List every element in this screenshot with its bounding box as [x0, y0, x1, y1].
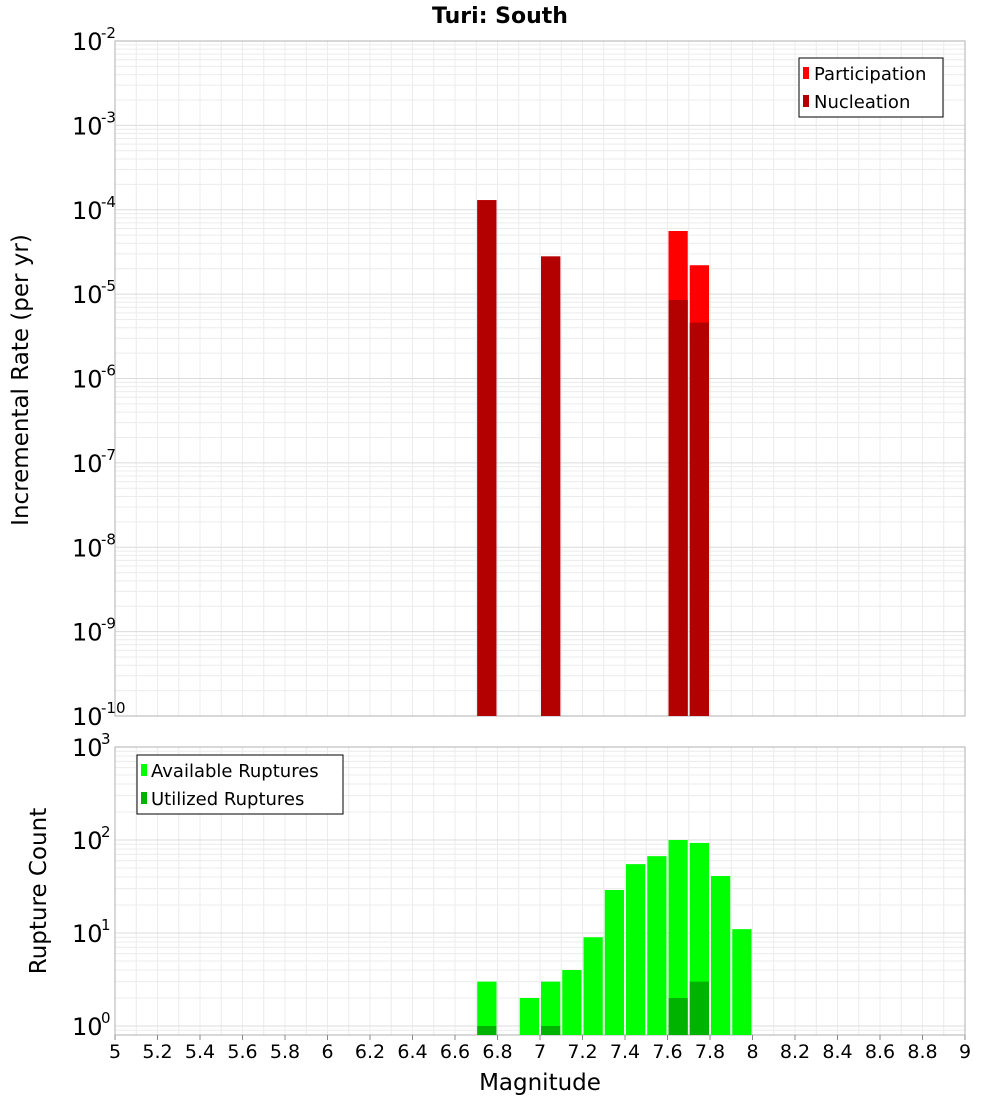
x-tick-label: 7.8	[695, 1041, 725, 1063]
available-ruptures-bar	[604, 889, 624, 1035]
top-y-tick-exponent: -10	[101, 699, 126, 717]
top-y-ticks: 10-210-310-410-510-610-710-810-910-10	[72, 24, 126, 731]
x-tick-label: 8	[746, 1041, 758, 1063]
chart-title: Turi: South	[432, 4, 568, 29]
utilized-ruptures-bar	[668, 997, 688, 1035]
available-ruptures-bar	[732, 929, 752, 1035]
top-y-tick-label: 10	[72, 112, 103, 140]
x-tick-label: 7	[534, 1041, 546, 1063]
utilized-ruptures-bar	[541, 1025, 561, 1035]
top-y-tick-label: 10	[72, 619, 103, 647]
nucleation-legend-label: Nucleation	[814, 92, 910, 113]
x-tick-label: 7.4	[610, 1041, 640, 1063]
nucleation-bar	[541, 256, 561, 716]
bottom-y-tick-label: 10	[72, 920, 103, 948]
bottom-y-tick-label: 10	[72, 734, 103, 762]
nucleation-bar	[477, 200, 497, 716]
top-y-axis-label: Incremental Rate (per yr)	[8, 234, 34, 526]
x-tick-label: 8.8	[907, 1041, 937, 1063]
bottom-y-tick-label: 10	[72, 827, 103, 855]
available-ruptures-bar	[668, 839, 688, 1035]
x-tick-label: 5.6	[227, 1041, 257, 1063]
available-ruptures-bar	[647, 856, 667, 1035]
x-tick-label: 6	[321, 1041, 333, 1063]
bottom-y-tick-exponent: 3	[101, 730, 111, 748]
x-tick-label: 8.2	[780, 1041, 810, 1063]
bottom-y-axis-label: Rupture Count	[26, 808, 52, 974]
utilized-ruptures-swatch	[141, 792, 147, 804]
top-y-tick-label: 10	[72, 366, 103, 394]
top-y-tick-exponent: -5	[101, 277, 116, 295]
bottom-y-tick-label: 10	[72, 1013, 103, 1041]
top-y-tick-exponent: -7	[101, 446, 116, 464]
top-legend-box	[798, 57, 944, 118]
available-ruptures-bar	[711, 876, 731, 1035]
top-y-tick-label: 10	[72, 534, 103, 562]
available-ruptures-bar	[562, 969, 582, 1035]
top-y-tick-exponent: -3	[101, 108, 116, 126]
x-tick-label: 5.2	[142, 1041, 172, 1063]
top-y-tick-exponent: -8	[101, 530, 116, 548]
x-tick-label: 6.2	[355, 1041, 385, 1063]
x-tick-label: 5.8	[270, 1041, 300, 1063]
bottom-y-tick-exponent: 0	[101, 1009, 111, 1027]
top-y-tick-label: 10	[72, 281, 103, 309]
top-y-tick-label: 10	[72, 703, 103, 731]
utilized-ruptures-legend-label: Utilized Ruptures	[151, 789, 304, 810]
top-legend: Participation Nucleation	[798, 57, 944, 118]
x-tick-label: 9	[959, 1041, 971, 1063]
x-tick-label: 7.2	[567, 1041, 597, 1063]
available-ruptures-bar	[583, 937, 603, 1035]
top-y-tick-exponent: -4	[101, 193, 116, 211]
nucleation-bar	[689, 322, 709, 716]
bottom-bars	[477, 839, 752, 1035]
top-bars	[477, 200, 709, 716]
x-tick-label: 6.4	[397, 1041, 427, 1063]
x-axis-label: Magnitude	[479, 1070, 601, 1096]
top-y-tick-label: 10	[72, 28, 103, 56]
x-tick-label: 7.6	[652, 1041, 682, 1063]
x-tick-label: 5	[109, 1041, 121, 1063]
top-y-tick-exponent: -6	[101, 362, 116, 380]
x-tick-label: 8.6	[865, 1041, 895, 1063]
x-tick-label: 8.4	[822, 1041, 852, 1063]
utilized-ruptures-bar	[477, 1025, 497, 1035]
utilized-ruptures-bar	[689, 981, 709, 1035]
nucleation-swatch	[803, 95, 809, 107]
x-ticks: 5 5.2 5.4 5.6 5.8 6 6.2 6.4 6.6 6.8 7 7.2 7.4 7.6 7.8 8…	[109, 1035, 971, 1063]
participation-legend-label: Participation	[814, 64, 926, 85]
bottom-legend: Available Ruptures Utilized Ruptures	[136, 754, 344, 815]
participation-swatch	[803, 67, 809, 79]
available-ruptures-legend-label: Available Ruptures	[151, 761, 319, 782]
top-grid	[114, 41, 966, 717]
top-y-tick-label: 10	[72, 450, 103, 478]
top-y-tick-exponent: -2	[101, 24, 116, 42]
available-ruptures-bar	[541, 981, 561, 1035]
available-ruptures-swatch	[141, 764, 147, 776]
bottom-legend-box	[136, 754, 344, 815]
bottom-y-tick-exponent: 1	[101, 916, 111, 934]
top-y-tick-exponent: -9	[101, 615, 116, 633]
x-tick-label: 6.8	[482, 1041, 512, 1063]
available-ruptures-bar	[477, 981, 497, 1035]
x-tick-label: 5.4	[185, 1041, 215, 1063]
top-y-tick-label: 10	[72, 197, 103, 225]
x-tick-label: 6.6	[440, 1041, 470, 1063]
available-ruptures-bar	[519, 997, 539, 1035]
nucleation-bar	[668, 300, 688, 716]
top-plot-frame	[114, 40, 966, 717]
available-ruptures-bar	[626, 864, 646, 1035]
bottom-y-tick-exponent: 2	[101, 823, 111, 841]
